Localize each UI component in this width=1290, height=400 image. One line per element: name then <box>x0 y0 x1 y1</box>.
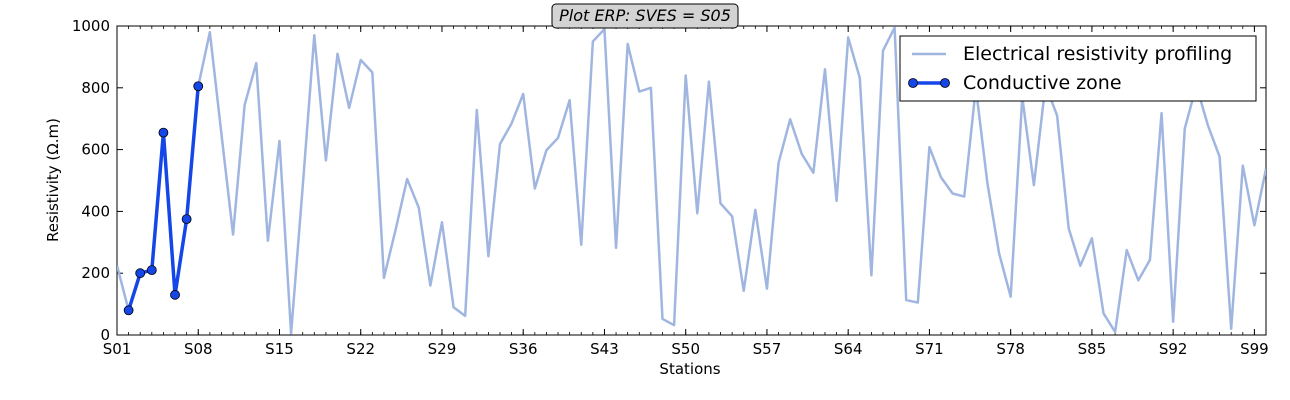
x-tick-label: S85 <box>1078 340 1107 358</box>
x-tick-label: S22 <box>346 340 375 358</box>
x-tick-label: S15 <box>265 340 294 358</box>
x-tick-label: S43 <box>590 340 619 358</box>
x-tick-label: S01 <box>103 340 132 358</box>
x-tick-label: S08 <box>184 340 213 358</box>
series-line-erp <box>117 26 1266 335</box>
chart-title-box <box>551 3 739 29</box>
x-tick-label: S57 <box>753 340 782 358</box>
x-tick-label: S29 <box>428 340 457 358</box>
x-axis-label: Stations <box>659 360 720 378</box>
y-tick-label: 600 <box>81 141 110 159</box>
legend-marker-conductive-right <box>940 78 950 88</box>
y-tick-label: 0 <box>100 326 110 344</box>
chart-title-text: Plot ERP: SVES = S05 <box>559 6 731 25</box>
conductive-point <box>123 305 134 316</box>
x-tick-label: S92 <box>1159 340 1188 358</box>
y-axis-label: Resistivity (Ω.m) <box>44 118 62 242</box>
conductive-point <box>193 81 204 92</box>
x-tick-label: S99 <box>1240 340 1269 358</box>
y-tick-label: 200 <box>81 264 110 282</box>
legend: Electrical resistivity profiling Conduct… <box>899 35 1257 102</box>
legend-label-erp: Electrical resistivity profiling <box>963 43 1232 65</box>
conductive-point <box>158 127 169 138</box>
y-tick-label: 800 <box>81 79 110 97</box>
conductive-point <box>181 214 192 225</box>
legend-frame <box>899 35 1257 102</box>
conductive-point <box>146 265 157 276</box>
x-tick-label: S71 <box>915 340 944 358</box>
conductive-point <box>170 289 180 300</box>
legend-label-conductive: Conductive zone <box>963 72 1122 94</box>
x-tick-label: S78 <box>996 340 1025 358</box>
x-tick-label: S50 <box>671 340 700 358</box>
y-tick-label: 400 <box>81 202 110 220</box>
y-tick-label: 1000 <box>72 17 110 35</box>
conductive-point <box>135 268 146 279</box>
chart-title: Plot ERP: SVES = S05 <box>551 3 739 29</box>
legend-marker-conductive-left <box>908 78 918 88</box>
x-tick-label: S64 <box>834 340 863 358</box>
x-tick-label: S36 <box>509 340 538 358</box>
